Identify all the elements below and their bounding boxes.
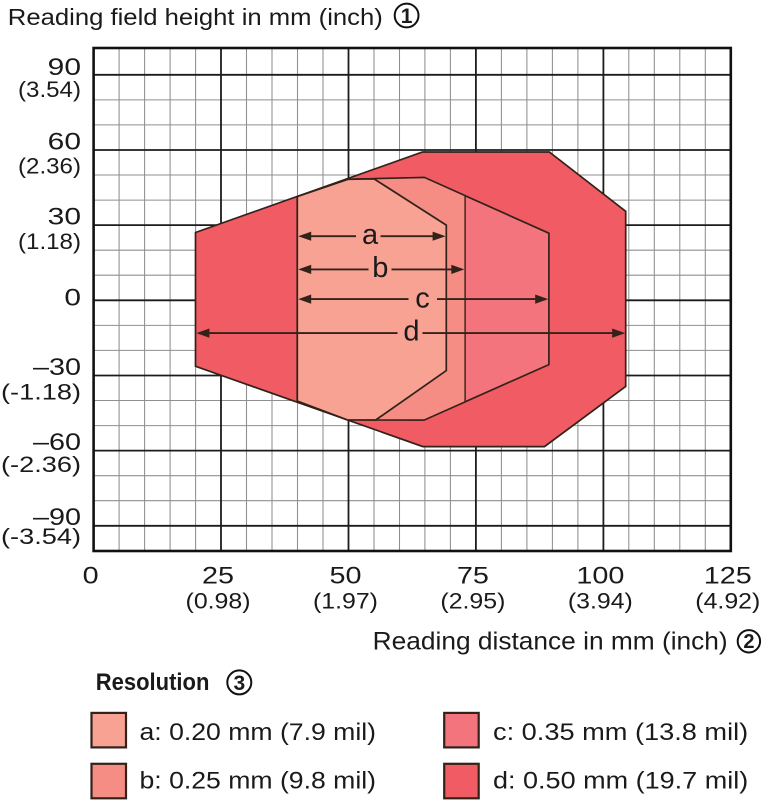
svg-text:d: d: [403, 316, 419, 348]
svg-text:d: 0.50 mm (19.7 mil): d: 0.50 mm (19.7 mil): [493, 767, 748, 794]
svg-text:–30: –30: [33, 354, 81, 381]
svg-text:Reading distance in mm (inch): Reading distance in mm (inch): [373, 627, 728, 655]
svg-text:(-2.36): (-2.36): [1, 452, 81, 477]
svg-text:–90: –90: [33, 504, 81, 531]
svg-text:a: 0.20 mm (7.9 mil): a: 0.20 mm (7.9 mil): [140, 719, 377, 746]
svg-text:2: 2: [743, 631, 754, 653]
svg-text:c: 0.35 mm (13.8 mil): c: 0.35 mm (13.8 mil): [493, 719, 748, 746]
svg-text:60: 60: [48, 128, 81, 155]
svg-text:–60: –60: [33, 429, 81, 456]
svg-text:(0.98): (0.98): [186, 589, 251, 614]
svg-text:b: b: [372, 252, 388, 284]
svg-text:50: 50: [329, 563, 361, 590]
svg-text:0: 0: [64, 285, 81, 312]
svg-text:b: 0.25 mm (9.8 mil): b: 0.25 mm (9.8 mil): [140, 767, 377, 794]
svg-text:(3.54): (3.54): [18, 77, 81, 102]
svg-text:1: 1: [401, 5, 413, 28]
svg-text:a: a: [362, 219, 379, 251]
svg-text:(2.36): (2.36): [18, 153, 81, 178]
svg-text:Resolution: Resolution: [96, 669, 210, 696]
svg-text:c: c: [415, 282, 430, 314]
svg-text:(2.95): (2.95): [440, 589, 505, 614]
svg-text:0: 0: [83, 563, 99, 590]
svg-text:(4.92): (4.92): [695, 589, 760, 614]
svg-text:90: 90: [48, 54, 81, 81]
svg-text:100: 100: [576, 563, 624, 590]
svg-text:125: 125: [704, 563, 752, 590]
svg-text:(1.97): (1.97): [313, 589, 378, 614]
svg-text:25: 25: [202, 563, 234, 590]
svg-text:(-3.54): (-3.54): [1, 524, 81, 549]
svg-text:Reading field height in mm (in: Reading field height in mm (inch): [8, 4, 383, 30]
svg-text:75: 75: [457, 563, 489, 590]
svg-text:(-1.18): (-1.18): [1, 379, 81, 404]
svg-text:3: 3: [233, 672, 245, 695]
svg-text:30: 30: [48, 204, 81, 231]
svg-text:(3.94): (3.94): [568, 589, 633, 614]
svg-text:(1.18): (1.18): [18, 229, 81, 254]
